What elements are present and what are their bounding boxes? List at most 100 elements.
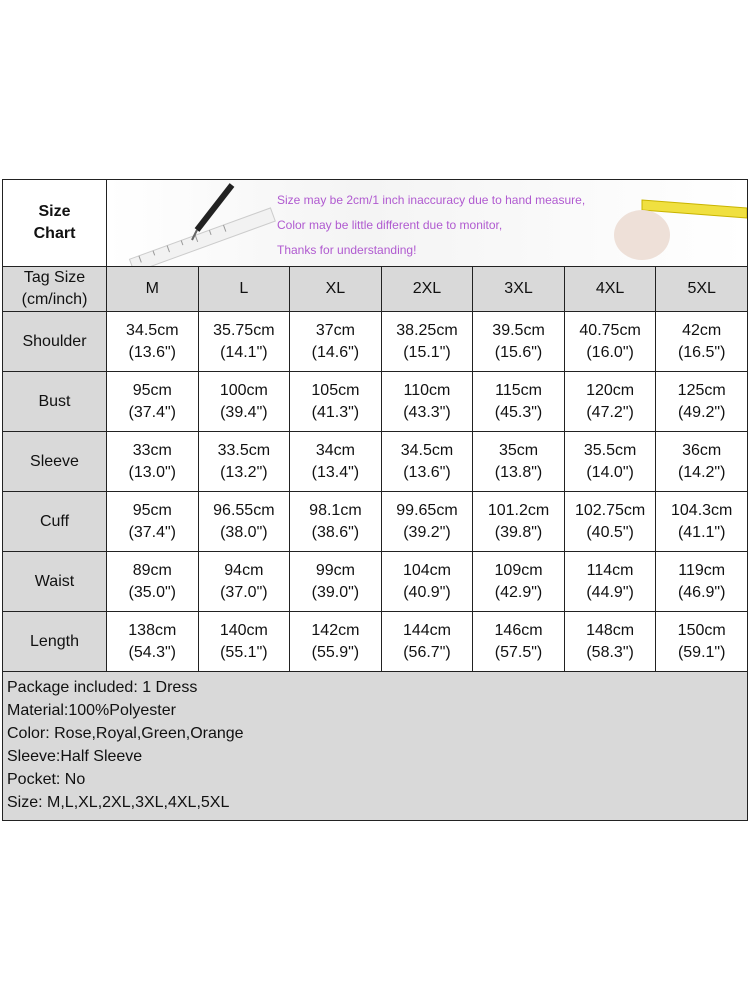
inch-value: (37.4") (128, 523, 177, 541)
inch-value: (56.7") (403, 643, 451, 661)
measure-label: Shoulder (2, 311, 107, 372)
inch-value: (47.2") (586, 403, 634, 421)
detail-line: Color: Rose,Royal,Green,Orange (7, 725, 244, 742)
inch-value: (57.5") (494, 643, 543, 661)
cm-value: 144cm (402, 621, 451, 639)
measure-cell: 125cm (49.2") (655, 371, 748, 432)
size-header: 3XL (472, 266, 565, 312)
size-header: 2XL (380, 266, 474, 312)
inch-value: (39.4") (220, 403, 268, 421)
measure-cell: 99.65cm (39.2") (380, 491, 474, 552)
size-header: XL (289, 266, 382, 312)
tag-label-line: (cm/inch) (21, 291, 88, 308)
inch-value: (54.3") (128, 643, 177, 661)
size-header: M (106, 266, 199, 312)
measure-cell: 89cm (35.0") (106, 551, 199, 612)
inch-value: (38.0") (220, 523, 268, 541)
measure-cell: 115cm (45.3") (472, 371, 565, 432)
cm-value: 42cm (682, 321, 722, 339)
inch-value: (40.5") (586, 523, 634, 541)
measure-cell: 100cm (39.4") (197, 371, 291, 432)
cm-value: 34.5cm (400, 441, 454, 459)
cm-value: 115cm (495, 381, 542, 399)
measure-cell: 37cm (14.6") (289, 311, 382, 372)
table-row: Sleeve 33cm (13.0") 33.5cm (13.2") 34cm (13.4"… (2, 431, 748, 492)
inch-value: (38.6") (311, 523, 360, 541)
cm-value: 94cm (224, 561, 264, 579)
notice-line: Color may be little different due to mon… (277, 218, 503, 232)
inch-value: (40.9") (403, 583, 451, 601)
inch-value: (13.2") (220, 463, 268, 481)
measure-cell: 110cm (43.3") (380, 371, 474, 432)
inch-value: (39.0") (311, 583, 360, 601)
measure-cell: 35.5cm (14.0") (563, 431, 657, 492)
inch-value: (16.5") (677, 343, 726, 361)
inch-value: (39.2") (403, 523, 451, 541)
hand-tape-measure-icon (614, 199, 747, 260)
table-row: Shoulder 34.5cm (13.6") 35.75cm (14.1") 37cm (… (2, 311, 748, 372)
measure-cell: 34.5cm (13.6") (106, 311, 199, 372)
notice-banner: Size may be 2cm/1 inch inaccuracy due to… (106, 179, 748, 267)
cm-value: 109cm (494, 561, 543, 579)
measure-cell: 104cm (40.9") (380, 551, 474, 612)
measure-cell: 34.5cm (13.6") (380, 431, 474, 492)
inch-value: (13.6") (128, 343, 177, 361)
inch-value: (35.0") (128, 583, 177, 601)
cm-value: 148cm (586, 621, 635, 639)
cm-value: 99cm (315, 561, 355, 579)
cm-value: 95cm (132, 501, 172, 519)
cm-value: 110cm (403, 381, 451, 399)
cm-value: 104.3cm (671, 501, 733, 519)
measure-label: Cuff (2, 491, 107, 552)
measure-label: Waist (2, 551, 107, 612)
measure-cell: 119cm (46.9") (655, 551, 748, 612)
cm-value: 38.25cm (396, 321, 458, 339)
measure-cell: 146cm (57.5") (472, 611, 565, 672)
detail-line: Size: M,L,XL,2XL,3XL,4XL,5XL (7, 794, 230, 811)
cm-value: 104cm (402, 561, 451, 579)
inch-value: (13.4") (311, 463, 360, 481)
measure-cell: 150cm (59.1") (655, 611, 748, 672)
cm-value: 138cm (128, 621, 177, 639)
cm-value: 37cm (315, 321, 355, 339)
cm-value: 150cm (677, 621, 726, 639)
inch-value: (44.9") (586, 583, 634, 601)
cm-value: 100cm (219, 381, 268, 399)
inch-value: (43.3") (403, 403, 451, 421)
cm-value: 33.5cm (217, 441, 271, 459)
inch-value: (42.9") (494, 583, 543, 601)
measure-cell: 138cm (54.3") (106, 611, 199, 672)
measure-cell: 33.5cm (13.2") (197, 431, 291, 492)
tag-label-line: Tag Size (23, 269, 86, 286)
measure-cell: 105cm (41.3") (289, 371, 382, 432)
cm-value: 102.75cm (574, 501, 646, 519)
measure-label: Bust (2, 371, 107, 432)
cm-value: 125cm (677, 381, 726, 399)
inch-value: (49.2") (677, 403, 726, 421)
cm-value: 119cm (678, 561, 726, 579)
cm-value: 35.5cm (583, 441, 637, 459)
size-header: L (197, 266, 291, 312)
cm-value: 146cm (494, 621, 543, 639)
detail-line: Sleeve:Half Sleeve (7, 748, 143, 765)
inch-value: (15.6") (494, 343, 543, 361)
cm-value: 34cm (315, 441, 355, 459)
cm-value: 114cm (586, 561, 634, 579)
inch-value: (55.9") (311, 643, 360, 661)
cm-value: 35cm (498, 441, 539, 459)
cm-value: 140cm (219, 621, 268, 639)
cm-value: 101.2cm (487, 501, 550, 519)
measure-cell: 109cm (42.9") (472, 551, 565, 612)
measure-label: Length (2, 611, 107, 672)
inch-value: (14.0") (586, 463, 634, 481)
measure-cell: 94cm (37.0") (197, 551, 291, 612)
table-row: Waist 89cm (35.0") 94cm (37.0") 99cm (39.0") 10… (2, 551, 748, 612)
notice-line: Size may be 2cm/1 inch inaccuracy due to… (277, 193, 586, 207)
measure-cell: 102.75cm (40.5") (563, 491, 657, 552)
measure-cell: 36cm (14.2") (655, 431, 748, 492)
measure-cell: 95cm (37.4") (106, 491, 199, 552)
inch-value: (16.0") (586, 343, 634, 361)
size-chart-title: Size Chart (2, 179, 107, 267)
measure-cell: 148cm (58.3") (563, 611, 657, 672)
measure-cell: 42cm (16.5") (655, 311, 748, 372)
